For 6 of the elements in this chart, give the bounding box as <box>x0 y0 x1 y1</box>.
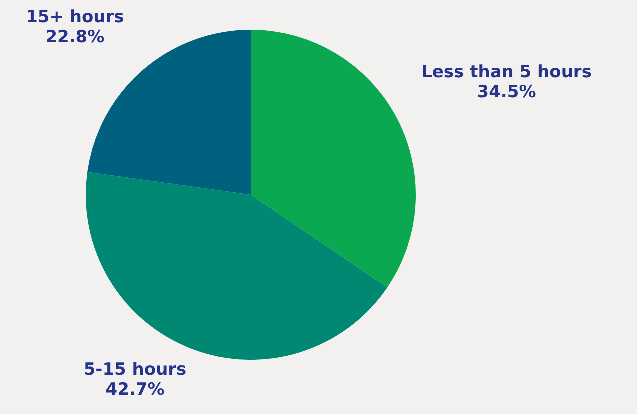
data-label: 34.5% <box>477 82 536 103</box>
slice-label: 15+ hours <box>26 7 124 28</box>
slice-label: Less than 5 hours <box>422 62 592 83</box>
data-label: 42.7% <box>106 380 165 400</box>
data-label: 22.8% <box>46 27 105 48</box>
slice-label: 5-15 hours <box>84 360 187 380</box>
